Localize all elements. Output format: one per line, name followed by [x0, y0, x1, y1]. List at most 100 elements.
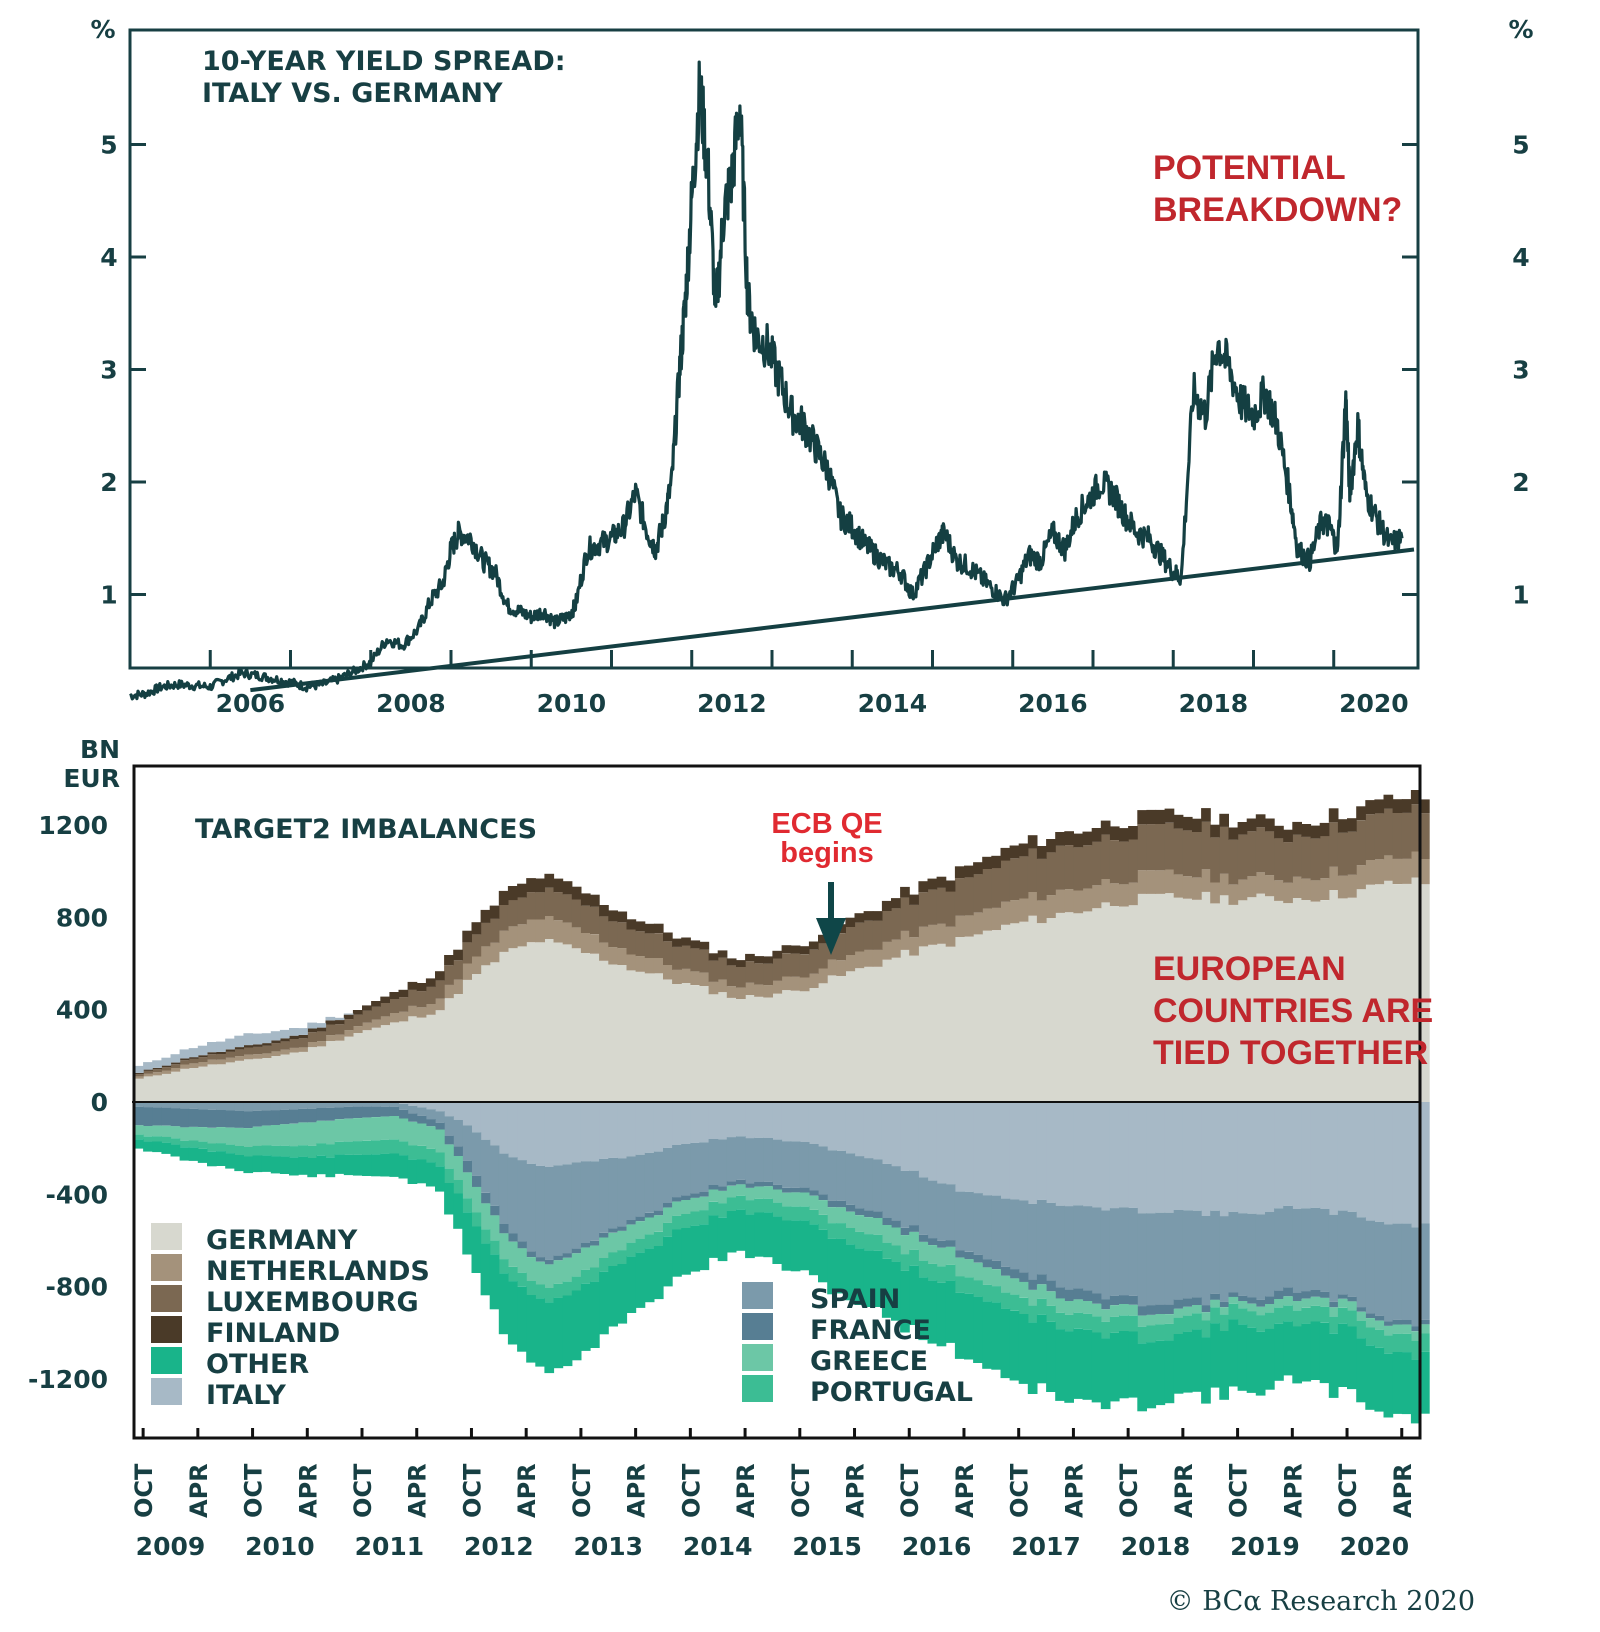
bottom-xtick-label: OCT — [130, 1463, 158, 1518]
area-cell-spain — [1365, 1220, 1375, 1314]
area-cell-finland — [754, 956, 764, 964]
area-cell-portugal — [1046, 1305, 1056, 1322]
area-cell-italy — [1182, 1102, 1193, 1211]
area-cell-germany — [435, 1010, 445, 1102]
area-cell-other — [599, 1271, 609, 1335]
area-cell-luxembourg — [307, 1032, 317, 1042]
area-cell-portugal — [772, 1202, 783, 1217]
area-cell-netherlands — [170, 1067, 181, 1072]
area-cell-germany — [471, 974, 482, 1102]
area-cell-netherlands — [562, 922, 573, 945]
area-cell-italy — [881, 1102, 892, 1164]
area-cell-portugal — [270, 1145, 281, 1157]
area-cell-france — [243, 1111, 254, 1129]
area-cell-finland — [909, 894, 919, 905]
area-cell-spain — [517, 1160, 527, 1242]
bottom-xtick-label: APR — [1389, 1463, 1417, 1518]
area-cell-luxembourg — [216, 1054, 226, 1060]
area-cell-other — [836, 1238, 846, 1294]
area-cell-spain — [1420, 1223, 1430, 1320]
area-cell-luxembourg — [1210, 837, 1220, 883]
area-cell-other — [626, 1256, 637, 1313]
area-cell-spain — [1027, 1203, 1038, 1280]
area-cell-other — [909, 1265, 919, 1325]
area-cell-germany — [316, 1046, 327, 1102]
area-cell-greece — [325, 1120, 336, 1145]
area-cell-portugal — [1392, 1333, 1403, 1353]
area-cell-portugal — [480, 1229, 491, 1244]
area-cell-spain — [1109, 1208, 1120, 1296]
area-cell-finland — [763, 956, 773, 964]
area-cell-netherlands — [836, 960, 846, 976]
area-cell-portugal — [179, 1140, 190, 1148]
legend-swatch-france — [742, 1313, 773, 1340]
area-cell-germany — [863, 966, 874, 1102]
area-cell-spain — [881, 1163, 892, 1218]
area-cell-finland — [1036, 846, 1047, 859]
area-cell-france — [1310, 1290, 1321, 1297]
area-cell-italy — [790, 1102, 801, 1142]
area-cell-other — [1283, 1321, 1293, 1376]
area-cell-netherlands — [398, 1011, 409, 1022]
top-xtick-label: 2018 — [1179, 689, 1249, 718]
area-cell-germany — [261, 1057, 272, 1102]
area-cell-spain — [918, 1177, 929, 1235]
area-cell-spain — [663, 1147, 673, 1203]
area-cell-spain — [526, 1163, 536, 1252]
area-cell-greece — [1228, 1296, 1239, 1304]
bottom-xtick-label: OCT — [568, 1463, 596, 1518]
area-cell-netherlands — [1201, 869, 1211, 892]
area-cell-finland — [1219, 813, 1229, 827]
area-cell-finland — [1201, 808, 1211, 822]
area-cell-luxembourg — [891, 908, 901, 940]
bottom-xtick-label: APR — [294, 1463, 322, 1518]
area-cell-germany — [845, 971, 856, 1102]
area-cell-france — [580, 1243, 591, 1248]
area-cell-italy — [626, 1102, 637, 1157]
area-cell-greece — [1328, 1307, 1339, 1317]
area-cell-portugal — [553, 1283, 564, 1298]
area-cell-italy — [1365, 1102, 1375, 1221]
area-cell-spain — [1100, 1210, 1111, 1300]
area-cell-greece — [936, 1247, 947, 1267]
area-cell-other — [134, 1139, 144, 1149]
area-cell-portugal — [763, 1198, 773, 1213]
area-cell-spain — [416, 1107, 427, 1116]
area-cell-other — [1082, 1329, 1093, 1400]
area-cell-finland — [1310, 825, 1321, 839]
area-cell-netherlands — [1146, 870, 1157, 894]
area-cell-italy — [444, 1102, 454, 1117]
area-cell-italy — [1410, 1102, 1421, 1228]
area-cell-greece — [207, 1127, 217, 1144]
area-cell-spain — [334, 1102, 345, 1108]
bottom-xtick-label: OCT — [458, 1463, 486, 1518]
area-cell-france — [1027, 1279, 1038, 1290]
area-cell-luxembourg — [1392, 813, 1403, 859]
area-cell-spain — [553, 1165, 564, 1256]
area-cell-greece — [298, 1122, 308, 1146]
area-cell-germany — [1210, 903, 1220, 1102]
area-cell-luxembourg — [1073, 847, 1084, 891]
area-cell-greece — [626, 1224, 637, 1243]
area-cell-germany — [526, 942, 536, 1102]
area-cell-portugal — [1228, 1303, 1239, 1320]
area-cell-italy — [1201, 1102, 1211, 1216]
area-cell-other — [1337, 1323, 1348, 1387]
area-cell-italy — [1392, 1102, 1403, 1224]
bottom-xtick-label: APR — [513, 1463, 541, 1518]
area-cell-other — [1073, 1328, 1084, 1399]
area-cell-other — [690, 1225, 701, 1272]
area-cell-greece — [1018, 1281, 1029, 1298]
area-cell-france — [936, 1240, 947, 1248]
area-cell-portugal — [1310, 1305, 1321, 1322]
area-cell-other — [617, 1264, 628, 1324]
area-cell-netherlands — [717, 979, 728, 993]
area-cell-spain — [298, 1102, 308, 1109]
area-cell-finland — [1246, 818, 1257, 832]
bottom-ytick-label: -400 — [45, 1180, 108, 1209]
area-cell-france — [1237, 1295, 1248, 1301]
area-cell-italy — [954, 1102, 965, 1192]
area-cell-other — [1328, 1333, 1339, 1398]
area-cell-netherlands — [872, 949, 883, 967]
